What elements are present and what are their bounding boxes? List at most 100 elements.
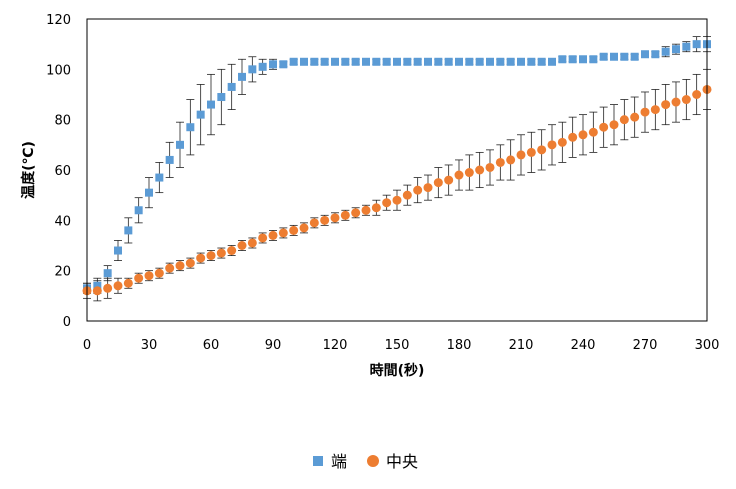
point-edge (145, 188, 153, 197)
point-center (547, 140, 557, 150)
point-edge (372, 57, 381, 66)
point-edge (413, 57, 422, 66)
point-center (371, 203, 381, 213)
point-center (361, 205, 371, 215)
point-edge (579, 55, 587, 64)
point-center (516, 150, 526, 160)
point-center (185, 258, 195, 268)
error-bars (83, 36, 711, 302)
point-edge (558, 55, 567, 64)
point-center (227, 246, 237, 256)
point-edge (227, 82, 236, 91)
point-center (258, 233, 268, 243)
point-center (568, 132, 578, 142)
point-center (92, 286, 102, 296)
point-edge (351, 57, 360, 66)
point-center (495, 157, 505, 167)
x-tick-label: 120 (323, 338, 348, 353)
point-center (413, 185, 423, 195)
point-edge (124, 226, 133, 235)
point-center (444, 175, 454, 185)
y-tick-labels: 0 20 40 60 80 100 120 (46, 13, 71, 330)
point-edge (362, 57, 370, 66)
point-center (619, 115, 629, 125)
point-center (650, 105, 660, 115)
point-center (330, 213, 340, 223)
point-edge (444, 57, 453, 66)
point-edge (465, 57, 474, 66)
point-edge (403, 57, 412, 66)
point-edge (475, 57, 484, 66)
point-edge (331, 57, 339, 66)
point-center (578, 130, 588, 140)
point-edge (114, 246, 122, 255)
point-edge (289, 57, 298, 66)
point-center (588, 127, 598, 137)
point-center (661, 100, 671, 110)
legend-marker-circle (367, 455, 379, 467)
point-center (630, 112, 640, 122)
point-edge (103, 269, 112, 278)
point-edge (620, 52, 629, 61)
legend: 端 中央 (313, 452, 418, 471)
point-edge (434, 57, 443, 66)
point-edge (682, 42, 691, 51)
point-edge (527, 57, 536, 66)
point-center (134, 273, 144, 283)
point-edge (165, 155, 174, 164)
point-center (113, 281, 123, 291)
point-center (340, 210, 350, 220)
point-edge (93, 281, 102, 290)
point-edge (341, 57, 350, 66)
point-edge (207, 100, 215, 109)
point-center (382, 198, 392, 208)
point-center (692, 90, 702, 99)
y-tick-label: 60 (54, 164, 71, 179)
point-center (320, 215, 330, 225)
point-center (154, 268, 164, 278)
point-center (216, 248, 226, 258)
x-axis-title: 時間(秒) (370, 362, 425, 379)
point-center (103, 283, 113, 293)
point-edge (610, 52, 618, 61)
legend-label: 端 (331, 452, 347, 471)
point-center (206, 251, 216, 261)
point-center (423, 183, 433, 193)
point-edge (310, 57, 319, 66)
point-edge (238, 72, 246, 81)
x-tick-label: 30 (141, 338, 158, 353)
point-center (640, 107, 650, 117)
point-edge (196, 110, 205, 119)
point-edge (548, 57, 556, 66)
point-center (485, 162, 495, 172)
point-edge (217, 93, 226, 102)
point-edge (599, 52, 608, 61)
point-edge (300, 57, 308, 66)
point-center (237, 241, 247, 250)
y-tick-label: 120 (46, 13, 71, 28)
point-center (268, 230, 278, 240)
x-tick-label: 180 (447, 338, 472, 353)
point-center (537, 145, 547, 155)
point-edge (248, 65, 257, 74)
point-center (175, 261, 185, 271)
point-edge (537, 57, 546, 66)
point-edge (486, 57, 494, 66)
y-tick-label: 0 (63, 315, 71, 330)
point-center (402, 190, 412, 200)
point-center (433, 178, 443, 188)
legend-marker-square (313, 456, 323, 466)
point-edge (382, 57, 391, 66)
point-center (609, 120, 619, 130)
point-center (475, 165, 485, 175)
point-center (454, 170, 464, 180)
legend-label: 中央 (386, 452, 418, 471)
point-center (464, 168, 474, 178)
point-edge (589, 55, 598, 64)
point-center (506, 155, 516, 165)
point-edge (269, 60, 277, 69)
plot-area-frame (86, 18, 708, 322)
point-edge (672, 45, 680, 54)
